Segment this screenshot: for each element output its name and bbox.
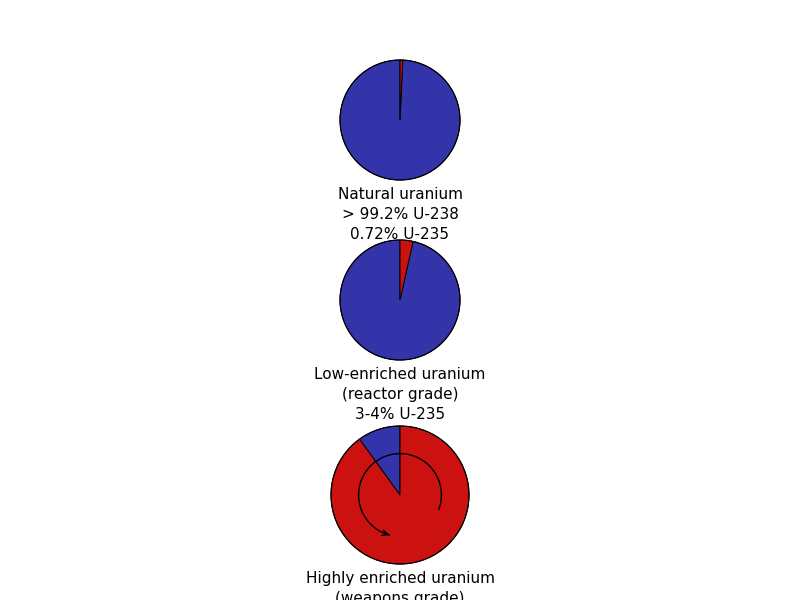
Wedge shape	[340, 240, 460, 360]
Text: Highly enriched uranium
(weapons grade)
90% U-235: Highly enriched uranium (weapons grade) …	[306, 571, 494, 600]
Wedge shape	[359, 426, 400, 495]
Text: Low-enriched uranium
(reactor grade)
3-4% U-235: Low-enriched uranium (reactor grade) 3-4…	[314, 367, 486, 422]
Wedge shape	[331, 426, 469, 564]
Text: Natural uranium
> 99.2% U-238
0.72% U-235: Natural uranium > 99.2% U-238 0.72% U-23…	[338, 187, 462, 242]
Wedge shape	[400, 60, 402, 120]
Wedge shape	[400, 240, 413, 300]
Wedge shape	[340, 60, 460, 180]
